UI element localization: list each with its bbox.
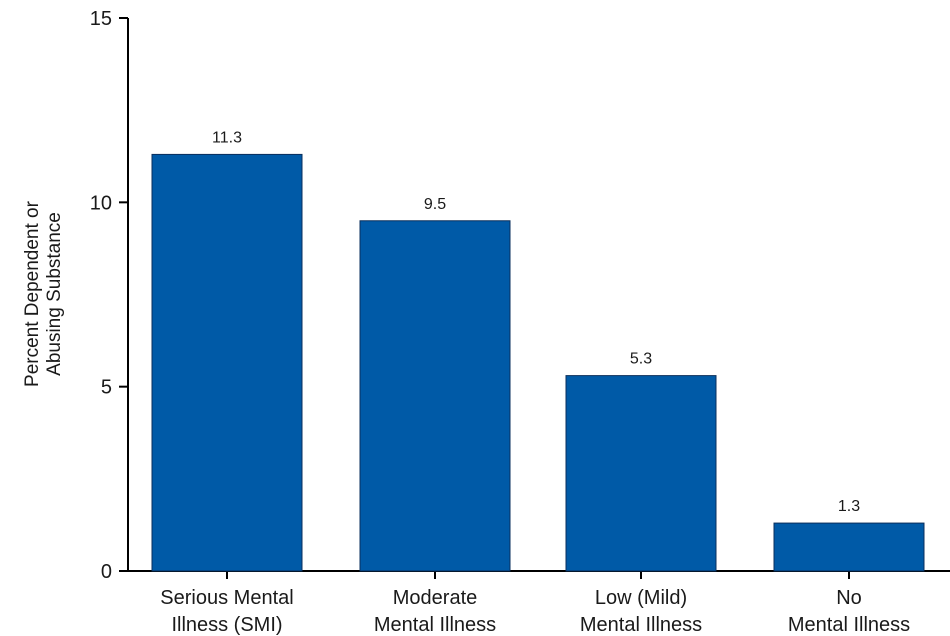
x-category-label: Mental Illness — [788, 614, 910, 636]
x-category-label: Mental Illness — [374, 614, 496, 636]
bar — [565, 375, 717, 572]
category-labels: Serious Mental Illness (SMI) Moderate Menta… — [160, 587, 910, 636]
bar-value-label: 1.3 — [838, 498, 860, 515]
x-category-label: No — [836, 587, 862, 609]
x-category-label: Serious Mental — [160, 587, 293, 609]
bar — [151, 153, 303, 572]
x-category-label: Moderate — [393, 587, 478, 609]
y-axis-title-line: Abusing Substance — [44, 212, 65, 376]
bar-value-label: 9.5 — [424, 196, 446, 213]
y-tick-label: 10 — [90, 192, 112, 214]
y-axis-title-text: Percent Dependent or Abusing Substance — [22, 200, 65, 387]
data-labels: 11.3 9.5 5.3 1.3 — [212, 129, 860, 515]
bars — [151, 153, 925, 572]
y-axis-title-line: Percent Dependent or — [22, 200, 43, 387]
x-category-label: Low (Mild) — [595, 587, 687, 609]
y-tick-label: 0 — [101, 561, 112, 583]
bar-value-label: 5.3 — [630, 351, 652, 368]
y-tick-label: 5 — [101, 377, 112, 399]
x-category-label: Illness (SMI) — [171, 614, 282, 636]
y-tick-label: 15 — [90, 8, 112, 30]
bar — [359, 220, 511, 572]
x-category-label: Mental Illness — [580, 614, 702, 636]
bar-value-label: 11.3 — [212, 129, 242, 146]
y-axis-title: Percent Dependent or Abusing Substance — [22, 200, 65, 387]
bar — [773, 522, 925, 572]
